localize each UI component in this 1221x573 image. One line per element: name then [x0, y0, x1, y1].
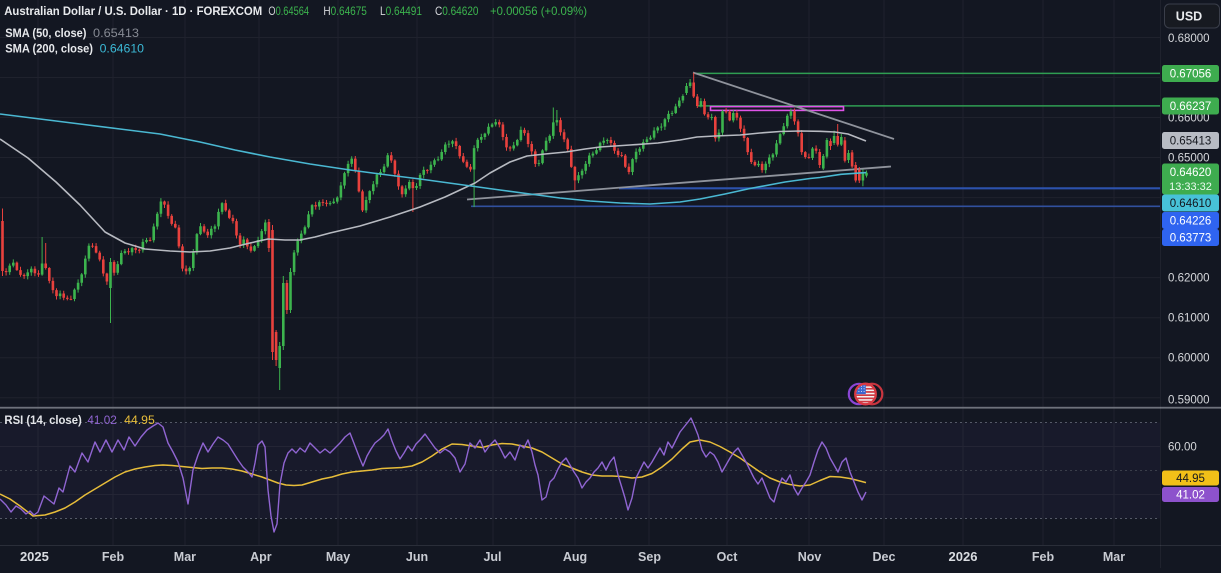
svg-text:0.63773: 0.63773	[1170, 233, 1212, 245]
svg-text:Apr: Apr	[250, 550, 272, 564]
svg-text:Feb: Feb	[102, 550, 125, 564]
svg-text:0.64610: 0.64610	[100, 42, 145, 56]
svg-text:RSI (14, close): RSI (14, close)	[4, 413, 81, 427]
svg-text:0.65000: 0.65000	[1168, 153, 1210, 165]
svg-text:Mar: Mar	[174, 550, 196, 564]
svg-text:0.65413: 0.65413	[93, 26, 139, 40]
svg-text:Aug: Aug	[563, 550, 587, 564]
svg-text:O0.64564: O0.64564	[268, 4, 309, 18]
svg-text:C0.64620: C0.64620	[435, 4, 479, 18]
svg-text:0.64226: 0.64226	[1170, 216, 1212, 228]
svg-text:60.00: 60.00	[1168, 442, 1197, 454]
svg-text:0.68000: 0.68000	[1168, 33, 1210, 45]
svg-text:Dec: Dec	[873, 550, 896, 564]
svg-text:Nov: Nov	[798, 550, 822, 564]
svg-text:USD: USD	[1176, 10, 1202, 24]
svg-text:0.64610: 0.64610	[1170, 198, 1212, 210]
svg-text:SMA (200, close): SMA (200, close)	[5, 42, 93, 56]
svg-text:Jun: Jun	[406, 550, 428, 564]
svg-text:44.95: 44.95	[124, 413, 155, 427]
svg-text:2025: 2025	[20, 549, 49, 564]
svg-text:Mar: Mar	[1103, 550, 1125, 564]
svg-text:L0.64491: L0.64491	[380, 4, 422, 18]
svg-text:May: May	[326, 550, 350, 564]
svg-text:Feb: Feb	[1032, 550, 1055, 564]
svg-text:H0.64675: H0.64675	[323, 4, 367, 18]
svg-text:0.67056: 0.67056	[1170, 69, 1212, 81]
svg-text:44.95: 44.95	[1176, 473, 1205, 485]
svg-text:0.64620: 0.64620	[1170, 167, 1212, 179]
svg-text:Oct: Oct	[717, 550, 739, 564]
svg-text:0.66000: 0.66000	[1168, 113, 1210, 125]
svg-text:41.02: 41.02	[1176, 490, 1205, 502]
svg-text:41.02: 41.02	[87, 413, 117, 427]
svg-text:0.59000: 0.59000	[1168, 395, 1210, 407]
svg-text:0.61000: 0.61000	[1168, 313, 1210, 325]
svg-text:0.62000: 0.62000	[1168, 273, 1210, 285]
svg-text:SMA (50, close): SMA (50, close)	[5, 26, 86, 40]
svg-text:Jul: Jul	[483, 550, 501, 564]
svg-text:Australian Dollar / U.S. Dolla: Australian Dollar / U.S. Dollar · 1D · F…	[4, 4, 262, 18]
svg-text:13:33:32: 13:33:32	[1169, 181, 1212, 193]
svg-text:Sep: Sep	[638, 550, 661, 564]
svg-text:+0.00056 (+0.09%): +0.00056 (+0.09%)	[490, 4, 587, 18]
svg-text:0.60000: 0.60000	[1168, 353, 1210, 365]
svg-text:0.65413: 0.65413	[1170, 136, 1212, 148]
svg-text:2026: 2026	[949, 549, 978, 564]
svg-text:0.66237: 0.66237	[1170, 101, 1212, 113]
